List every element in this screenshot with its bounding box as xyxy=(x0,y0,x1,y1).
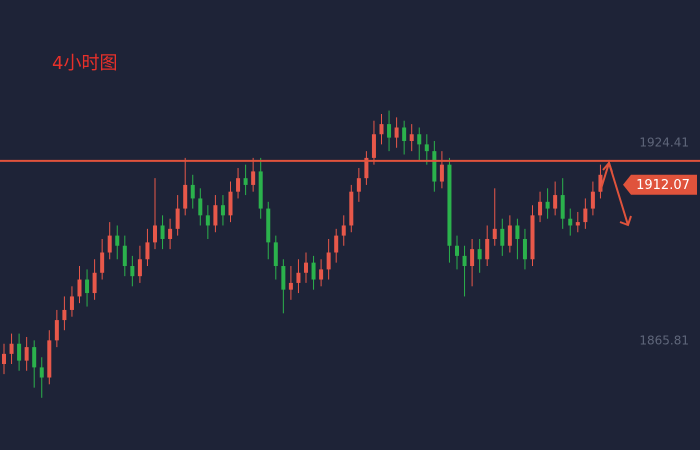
candle-body xyxy=(266,208,271,243)
candle-body xyxy=(304,262,308,273)
candle-body xyxy=(9,343,14,354)
candle-body xyxy=(590,191,595,209)
y-tick-label: 1924.41 xyxy=(639,135,689,149)
candle-body xyxy=(349,191,354,226)
candle-body xyxy=(326,252,331,270)
candle-body xyxy=(439,164,444,182)
candle-body xyxy=(371,134,376,158)
candle-body xyxy=(553,195,558,209)
candle-body xyxy=(522,238,527,260)
candle-body xyxy=(220,205,225,216)
candle-body xyxy=(515,225,520,239)
candle-body xyxy=(341,225,346,236)
candle-body xyxy=(17,343,22,361)
candle-body xyxy=(538,201,543,216)
candle-body xyxy=(598,174,603,192)
candle-body xyxy=(485,238,490,260)
candle-body xyxy=(568,218,573,226)
candle-body xyxy=(69,296,74,310)
candle-body xyxy=(54,320,59,341)
candle-body xyxy=(24,347,29,361)
candle-body xyxy=(356,178,361,192)
candle-body xyxy=(205,215,210,226)
candle-body xyxy=(160,225,165,239)
candle-body xyxy=(575,222,580,226)
candle-body xyxy=(137,259,142,277)
arrow-annotation xyxy=(599,159,632,227)
candle-body xyxy=(447,164,452,246)
candle-body xyxy=(417,134,422,145)
candle-body xyxy=(281,266,286,290)
candle-body xyxy=(190,184,195,199)
chart-title: 4小时图 xyxy=(52,53,117,74)
candle-body xyxy=(432,151,437,182)
candle-body xyxy=(115,235,120,246)
candle-body xyxy=(62,309,67,321)
candle-body xyxy=(251,171,256,185)
candle-body xyxy=(394,127,399,138)
candle-body xyxy=(47,340,52,378)
candle-body xyxy=(175,208,180,229)
candle-body xyxy=(273,242,278,267)
candle-body xyxy=(387,124,392,138)
price-tag xyxy=(623,174,697,195)
candle-body xyxy=(77,279,82,297)
candle-body xyxy=(319,269,324,280)
candle-body xyxy=(364,157,369,179)
candle-body xyxy=(379,124,384,135)
candle-body xyxy=(243,178,248,185)
candle-body xyxy=(288,282,293,290)
candle-body xyxy=(545,201,550,209)
candle-body xyxy=(455,245,459,256)
candle-body xyxy=(168,228,173,239)
candle-body xyxy=(470,249,475,267)
candle-body xyxy=(530,215,535,260)
candle-body xyxy=(462,255,467,267)
candle-body xyxy=(92,272,97,294)
candle-body xyxy=(85,279,90,294)
candle-body xyxy=(296,272,301,283)
arrow-head xyxy=(619,215,632,227)
candle-body xyxy=(198,198,203,216)
candle-body xyxy=(183,184,188,209)
candle-body xyxy=(145,242,150,260)
candle-body xyxy=(402,127,407,142)
candle-body xyxy=(409,134,414,142)
candle-body xyxy=(424,144,429,152)
candle-body xyxy=(153,225,157,243)
candle-body xyxy=(130,266,135,277)
candle-body xyxy=(334,235,339,253)
candle-body xyxy=(107,235,112,253)
candle-body xyxy=(2,353,6,365)
candle-body xyxy=(500,228,505,246)
price-tag-label: 1912.07 xyxy=(636,178,690,193)
candle-body xyxy=(32,347,37,368)
candle-body xyxy=(583,208,588,223)
candle-body xyxy=(258,171,263,209)
candle-body xyxy=(100,252,105,273)
y-tick-label: 1865.81 xyxy=(639,333,689,347)
candle-body xyxy=(39,367,44,378)
candle-body xyxy=(477,249,482,260)
candle-body xyxy=(560,195,565,219)
candle-body xyxy=(507,225,512,246)
candle-body xyxy=(311,262,316,280)
candle-body xyxy=(228,191,233,216)
arrow-head xyxy=(602,161,613,173)
candle-body xyxy=(122,245,127,267)
candle-body xyxy=(236,178,241,192)
candle-body xyxy=(492,228,497,239)
candle-body xyxy=(213,205,218,226)
